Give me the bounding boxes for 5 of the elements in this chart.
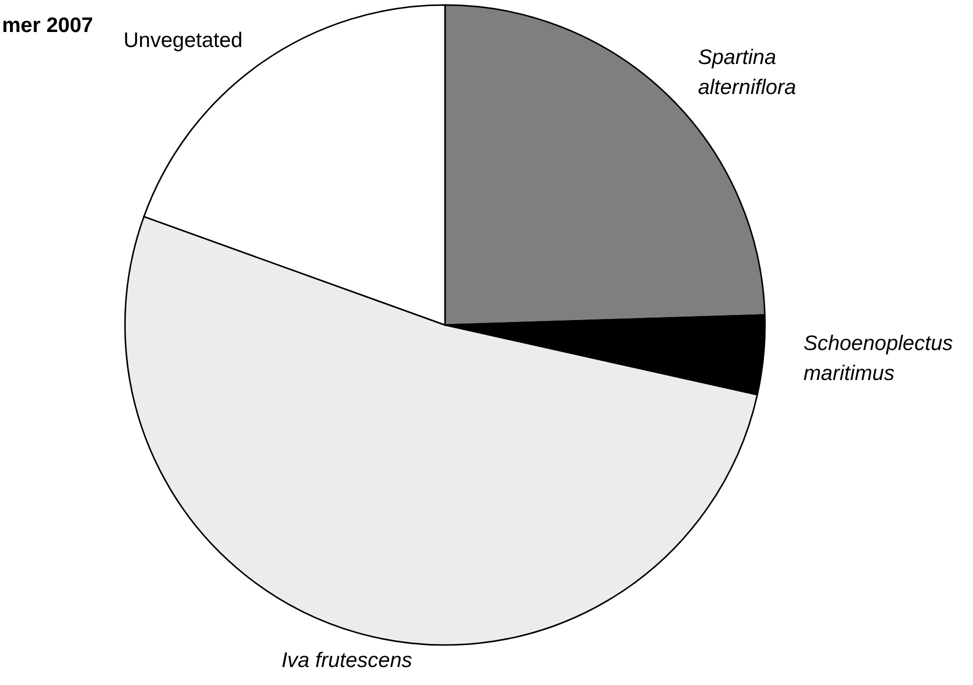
text: mer 2007 xyxy=(2,14,94,37)
slice-label: Schoenoplectus maritimus xyxy=(803,332,954,386)
slice-label: Spartina alterniflora xyxy=(698,46,796,100)
slice-label: Unvegetated xyxy=(124,29,243,52)
slice-label: Iva frutescens xyxy=(281,649,413,672)
